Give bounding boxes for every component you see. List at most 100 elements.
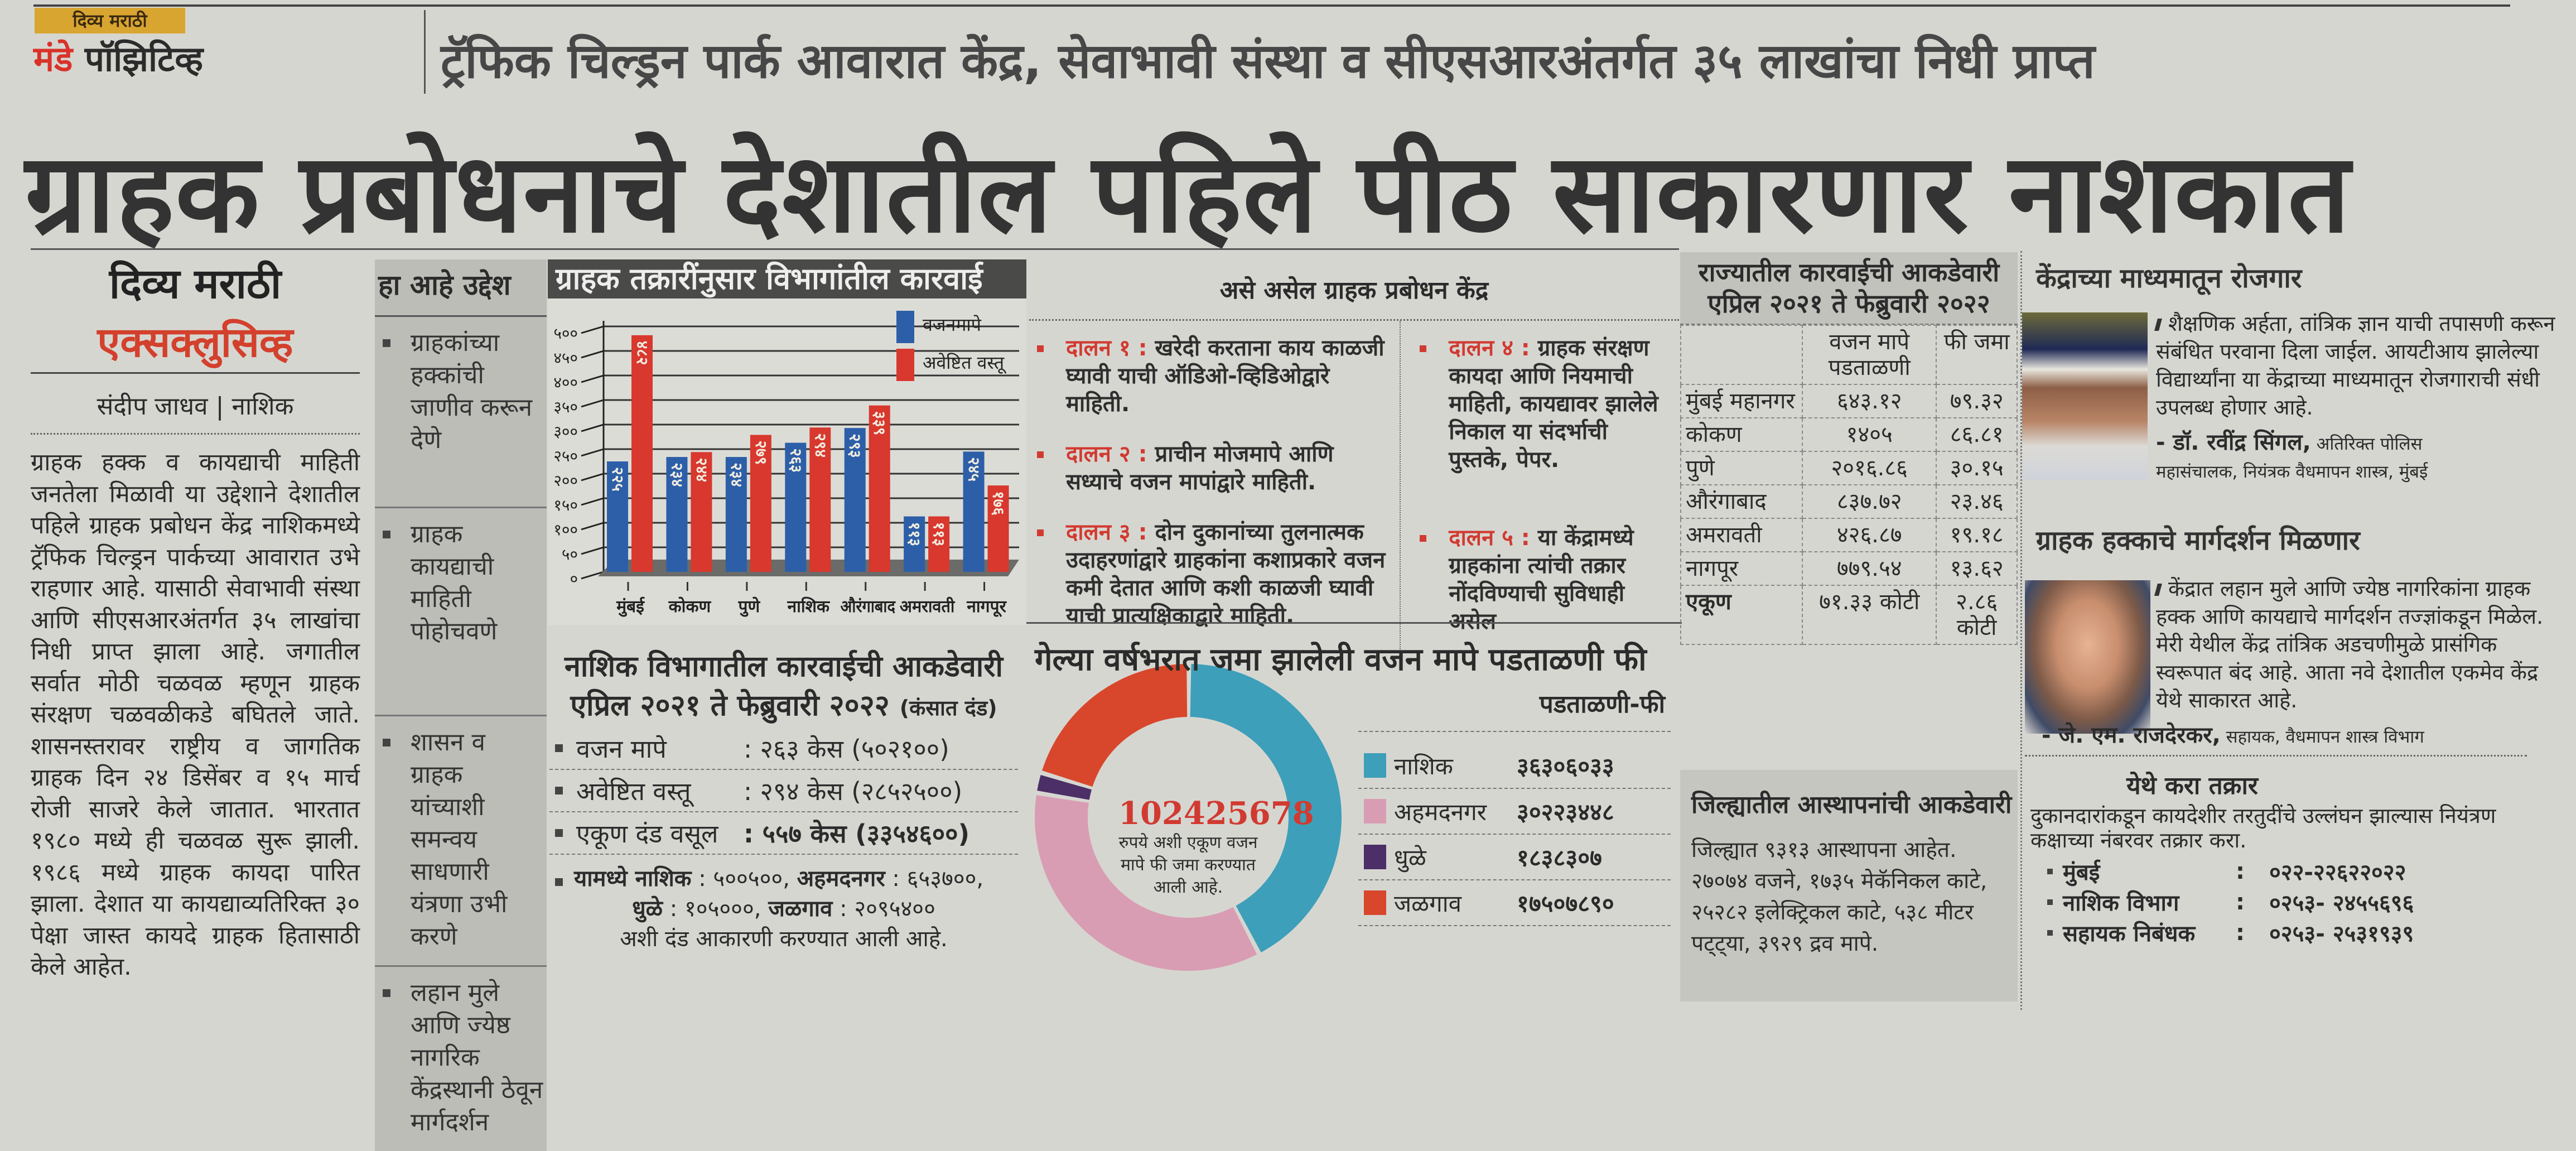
y-tick <box>581 522 604 531</box>
legend-label: अवेष्टित वस्तू <box>923 352 1007 374</box>
bullet-icon <box>555 829 563 837</box>
table-cell: १९.१८ <box>1936 518 2018 552</box>
note-district: धुळे <box>632 896 663 922</box>
legend-label: जळगाव <box>1394 889 1461 917</box>
legend-header: पडताळणी-फी <box>1358 681 1671 732</box>
contact-label: नाशिक विभाग <box>2063 890 2179 916</box>
note-district: अहमदनगर <box>797 866 885 892</box>
author-name: - जे. एम. राजदेरकर, <box>2042 723 2221 748</box>
header-cell <box>1680 325 1803 385</box>
bullet-icon <box>555 744 563 752</box>
stats-row: एकूण दंड वसूल: ५५७ केस (३३५४६००) <box>549 812 1018 855</box>
objectives-box: हा आहे उद्देश ग्राहकांच्या हक्कांची जाणी… <box>375 259 547 1151</box>
author-designation: महासंचालक, नियंत्रक वैधमापन शास्त्र, मुं… <box>2156 462 2428 482</box>
fee-caption: रुपये अशी एकूण वजन मापे फी जमा करण्यात आ… <box>1118 833 1258 897</box>
table-cell: ६४३.१२ <box>1801 384 1937 418</box>
y-tick <box>581 399 604 408</box>
bar-value-label: २४५ <box>965 457 983 481</box>
y-tick-label: ४०० <box>553 373 578 392</box>
x-tick-label: अमरावती <box>900 596 956 617</box>
dateline: नाशिक <box>231 392 294 421</box>
contact-row: मुंबई:०२२-२२६२२०२२ <box>2030 856 2555 887</box>
contact-label: मुंबई <box>2063 860 2100 885</box>
guidance-quote: केंद्रात लहान मुले आणि ज्येष्ठ नागरिकांन… <box>2154 575 2558 714</box>
bar <box>607 461 628 572</box>
gallery-label: दालन २ : <box>1066 441 1147 467</box>
subheadline: ट्रॅफिक चिल्ड्रन पार्क आवारात केंद्र, से… <box>441 33 2095 89</box>
gallery-item: दालन १ : खरेदी करताना काय काळजी घ्यावी य… <box>1035 334 1394 418</box>
y-tick <box>581 423 604 432</box>
bar <box>928 516 950 572</box>
brand-logo-top: दिव्य मराठी <box>35 8 185 33</box>
table-cell: ७७९.५४ <box>1801 551 1937 586</box>
objective-text: शासन व ग्राहक यांच्याशी समन्वय साधणारी य… <box>411 728 508 951</box>
author-name: संदीप जाधव <box>97 392 208 421</box>
bar-value-label: २६३ <box>787 449 805 473</box>
table-row: मुंबई महानगर ६४३.१२ ७९.३२ <box>1680 384 2018 418</box>
gallery-label: दालन १ : <box>1066 335 1147 361</box>
table-cell: ८६.८१ <box>1936 417 2018 452</box>
kendra-box: असे असेल ग्राहक प्रबोधन केंद्र दालन १ : … <box>1029 257 1679 658</box>
nashik-stats-title: नाशिक विभागातील कारवाईची आकडेवारी <box>564 650 1003 683</box>
legend-swatch <box>1364 753 1386 778</box>
bar-value-label: २४४ <box>692 457 711 482</box>
phone-number: ०२२-२२६२२०२२ <box>2269 860 2406 885</box>
x-tick-label: औरंगाबाद <box>841 596 896 617</box>
table-cell: एकूण <box>1680 585 1803 645</box>
table-header: वजन मापे पडताळणी फी जमा <box>1680 325 2018 385</box>
complaint-text: दुकानदारांकडून कायदेशीर तरतुदींचे उल्लंघ… <box>2030 803 2496 853</box>
stats-row: अवेष्टित वस्तू: २९४ केस (२८५२५००) <box>549 770 1018 812</box>
bullet-icon <box>1037 345 1044 352</box>
legend-swatch <box>896 311 914 343</box>
article-body: ग्राहक हक्क व कायद्याची माहिती जनतेला मि… <box>31 449 360 981</box>
y-tick-label: १०० <box>553 521 578 539</box>
section-logo-red: मंडे <box>33 38 73 79</box>
bullet-icon <box>2047 868 2053 874</box>
note-district: जळगाव <box>768 896 833 922</box>
y-tick-label: ५० <box>562 545 578 564</box>
legend-row: अहमदनगर ३०२२३४४८ <box>1358 789 1671 835</box>
fee-legend: पडताळणी-फी नाशिक ३६३०६०३३ अहमदनगर ३०२२३४४८ ध… <box>1358 681 1671 926</box>
x-tick-label: नाशिक <box>787 596 830 617</box>
official-photo <box>2025 580 2150 734</box>
table-cell: औरंगाबाद <box>1680 484 1803 519</box>
table-cell: पुणे <box>1680 451 1803 485</box>
column-divider <box>2020 251 2022 1010</box>
contact-row: नाशिक विभाग:०२५३- २४५५६९६ <box>2030 887 2555 917</box>
legend-row: जळगाव १७५०७८९० <box>1358 880 1671 926</box>
stats-note: यामध्ये नाशिक : ५००५००, अहमदनगर : ६५३७००… <box>549 855 1018 954</box>
table-cell: कोकण <box>1680 417 1803 452</box>
separator: : <box>2236 919 2245 946</box>
donut-slice <box>1042 664 1188 787</box>
table-row: नागपूर ७७९.५४ १३.६२ <box>1680 551 2018 586</box>
stats-value: : २९४ केस (२८५२५००) <box>744 776 963 806</box>
employment-quote: शैक्षणिक अर्हता, तांत्रिक ज्ञान याची तपा… <box>2154 310 2558 421</box>
y-tick <box>581 497 604 506</box>
gallery-item: दालन ४ : ग्राहक संरक्षण कायदा आणि नियमाच… <box>1417 334 1673 474</box>
header-cell: फी जमा <box>1936 325 2018 385</box>
x-tick-label: नागपूर <box>966 597 1007 617</box>
gallery-text: या केंद्रामध्ये ग्राहकांना त्यांची तक्रा… <box>1449 525 1634 634</box>
y-tick <box>581 448 604 457</box>
objectives-title: हा आहे उद्देश <box>375 259 547 317</box>
bar <box>666 457 688 572</box>
byline: संदीप जाधव | नाशिक <box>31 388 360 422</box>
guidance-block: केंद्रात लहान मुले आणि ज्येष्ठ नागरिकांन… <box>2025 575 2558 948</box>
bar <box>785 442 807 572</box>
x-tick-label: कोकण <box>668 596 712 617</box>
chart-title: ग्राहक तक्रारींनुसार विभागांतील कारवाई <box>548 259 1026 298</box>
gallery-text: खरेदी करताना काय काळजी घ्यावी याची ऑडिओ-… <box>1066 335 1385 417</box>
stats-row: वजन मापे: २६३ केस (५०२१००) <box>549 728 1018 770</box>
bar-value-label: २२५ <box>609 467 627 492</box>
objective-text: लहान मुले आणि ज्येष्ठ नागरिक केंद्रस्थान… <box>411 979 543 1136</box>
bar-value-label: २३४ <box>668 463 686 487</box>
contact-label: सहायक निबंधक <box>2063 921 2196 947</box>
y-tick-label: २५० <box>553 447 578 465</box>
bar-value-label: २७९ <box>752 440 770 465</box>
bar <box>869 405 890 572</box>
table-cell: अमरावती <box>1680 518 1803 552</box>
employment-block: शैक्षणिक अर्हता, तांत्रिक ज्ञान याची तपा… <box>2154 310 2558 483</box>
table-cell: ३०.१५ <box>1936 451 2018 485</box>
donut-slice <box>1035 795 1257 971</box>
y-tick <box>581 546 604 555</box>
